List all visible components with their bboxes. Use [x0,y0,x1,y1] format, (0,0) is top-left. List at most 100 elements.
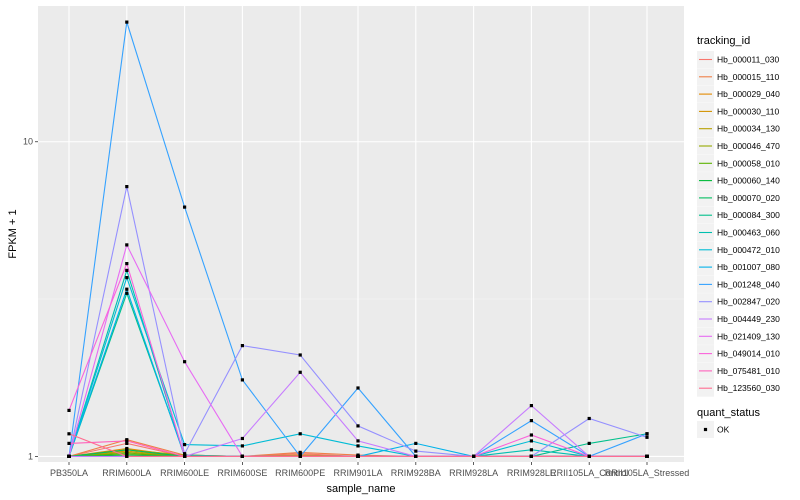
data-point [240,378,244,382]
x-tick-label: RRIM600PE [275,468,325,478]
data-point [125,185,129,189]
data-point [356,439,360,443]
legend-entry-label: Hb_001248_040 [717,279,780,289]
data-point [529,419,533,423]
data-point [529,448,533,452]
data-point [587,454,591,458]
data-point [529,454,533,458]
data-point [183,205,187,209]
legend-entry-label: Hb_123560_030 [717,383,780,393]
legend: tracking_id Hb_000011_030Hb_000015_110Hb… [697,35,780,438]
grid-lines [38,6,684,462]
x-axis: PB350LA RRIM600LA RRIM600LE RRIM600SE RRIM60… [50,462,689,478]
data-point [298,432,302,436]
x-tick-label: RRIM600LE [160,468,209,478]
legend-entry-label: Hb_021409_130 [717,331,780,341]
legend-entry-label: Hb_000015_110 [717,72,780,82]
data-point [645,432,649,436]
data-point [240,344,244,348]
data-point [240,454,244,458]
data-point [356,424,360,428]
data-point [356,454,360,458]
data-point [67,408,71,412]
data-point [125,262,129,266]
legend-entry-label: Hb_000058_010 [717,158,780,168]
legend-entry-label: Hb_000084_300 [717,210,780,220]
x-tick-label: RRIM928LA [449,468,498,478]
legend-entry-label: Hb_075481_010 [717,366,780,376]
data-point [414,441,418,445]
y-axis: 1 10 [23,137,38,461]
data-point [125,268,129,272]
data-point [356,444,360,448]
data-point [587,441,591,445]
legend-entry-label: Hb_000011_030 [717,55,780,65]
legend-entry-label: Hb_001007_080 [717,262,780,272]
legend-entry-label: Hb_000046_470 [717,141,780,151]
data-point [125,454,129,458]
data-point [645,454,649,458]
data-point [414,454,418,458]
shape-key-point [703,427,708,432]
data-point [67,432,71,436]
legend-entry-label: Hb_000472_010 [717,245,780,255]
y-tick-label: 10 [23,137,33,147]
color-legend-entries: Hb_000011_030 Hb_000015_110 Hb_000029_040 H… [697,51,780,397]
shape-legend-entries: OK [697,421,730,438]
data-point [125,448,129,452]
data-point [472,454,476,458]
x-axis-title: sample_name [326,483,395,495]
data-point [125,439,129,443]
data-point [298,370,302,374]
data-point [183,360,187,364]
x-tick-label: RRIM928LE [507,468,556,478]
legend-entry-label: Hb_000463_060 [717,228,780,238]
legend-entry-label: Hb_000029_040 [717,89,780,99]
legend-entry-label: Hb_049014_010 [717,349,780,359]
data-point [298,353,302,357]
data-point [529,433,533,437]
data-point [125,20,129,24]
legend-entry-label: Hb_002847_020 [717,297,780,307]
legend-entry-label: Hb_004449_230 [717,314,780,324]
data-points [67,20,649,458]
x-tick-label: RRII105LA_Control [550,468,628,478]
legend-entry-label: Hb_000060_140 [717,176,780,186]
data-point [529,439,533,443]
y-axis-title: FPKM + 1 [7,209,19,258]
x-tick-label: PB350LA [50,468,88,478]
data-point [240,436,244,441]
data-point [67,454,71,458]
data-point [125,287,129,291]
x-tick-label: RRII105LA_Stressed [605,468,690,478]
data-point [125,291,129,295]
color-legend-title: tracking_id [697,35,750,47]
data-point [125,243,129,247]
legend-entry-label: Hb_000034_130 [717,124,780,134]
legend-entry-label: Hb_000030_110 [717,106,780,116]
data-point [183,454,187,458]
data-point [356,386,360,390]
data-point [67,441,71,445]
x-tick-label: RRIM928BA [391,468,441,478]
data-point [183,452,187,456]
data-point [298,454,302,458]
x-tick-label: RRIM600LA [102,468,151,478]
legend-entry-label: Hb_000070_020 [717,193,780,203]
y-tick-label: 1 [28,451,33,461]
panel-background [38,6,684,462]
data-point [414,449,418,453]
x-tick-label: RRIM600SE [217,468,267,478]
data-point [240,444,244,448]
data-point [529,404,533,408]
data-point [645,435,649,439]
data-point [183,443,187,447]
data-point [587,416,591,421]
data-point [125,276,129,280]
shape-legend-title: quant_status [697,407,760,419]
data-point [298,450,302,454]
shape-entry-label: OK [717,425,730,435]
data-point [125,441,129,445]
x-tick-label: RRIM901LA [333,468,382,478]
